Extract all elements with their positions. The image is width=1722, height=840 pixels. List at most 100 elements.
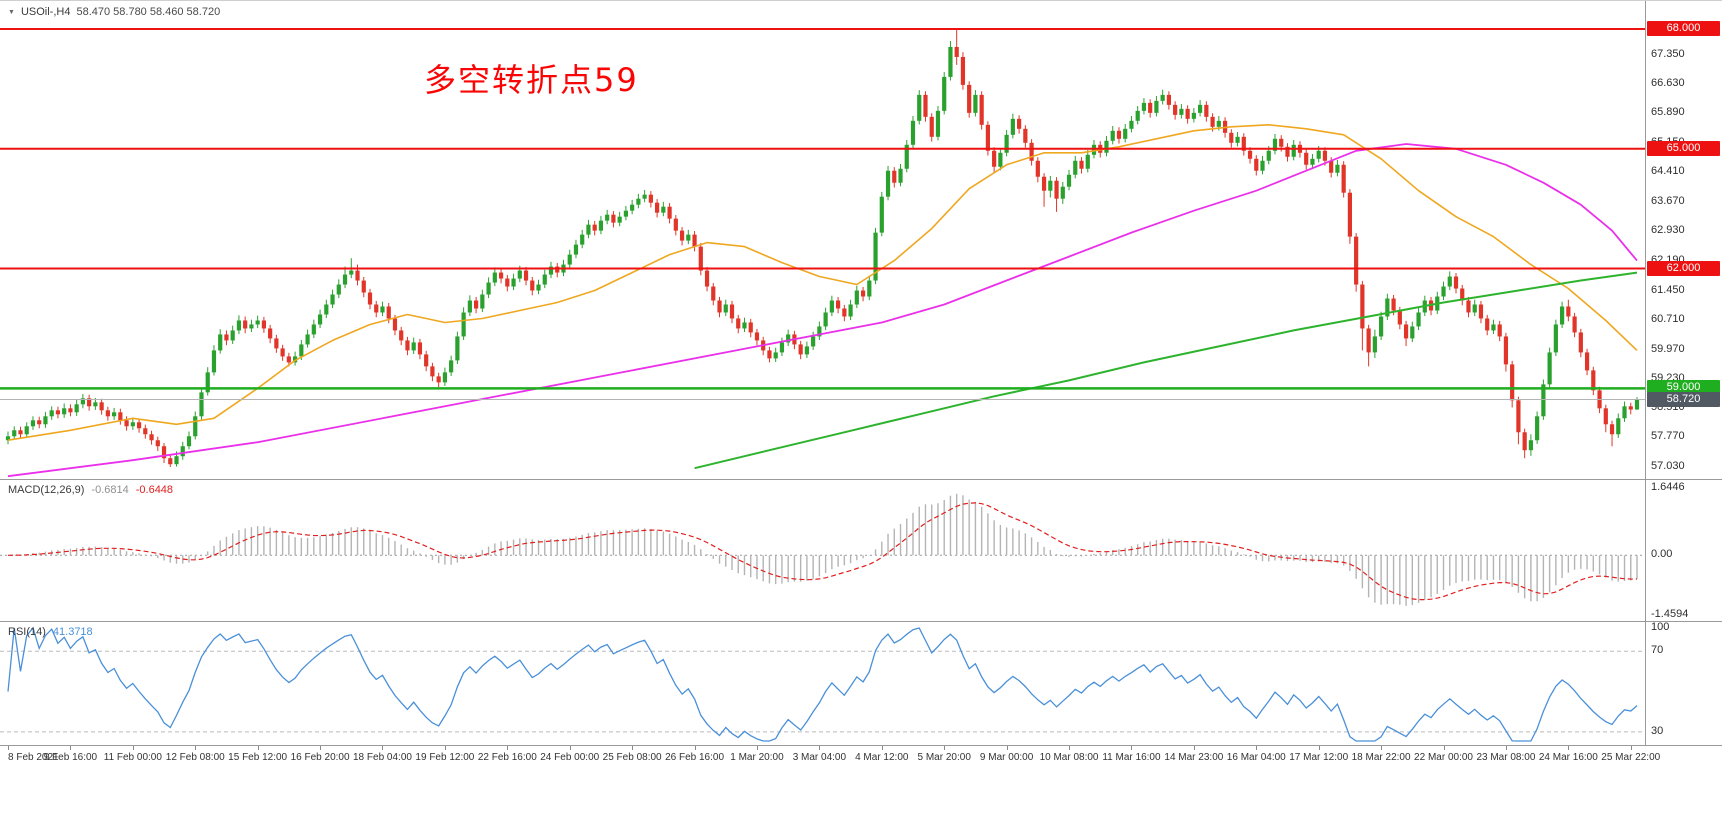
time-axis-tick (1256, 746, 1258, 750)
time-axis[interactable]: 8 Feb 2021 9 Feb 16:00 11 Feb 00:00 12 Feb … (0, 746, 1722, 840)
time-axis-tick (132, 746, 134, 750)
time-label: 19 Feb 12:00 (415, 752, 475, 763)
macd-histogram (13, 493, 1638, 606)
price-tick-label: 64.410 (1651, 165, 1685, 178)
time-label: 8 Feb 2021 (8, 752, 59, 763)
time-label: 17 Mar 12:00 (1289, 752, 1349, 763)
time-label: 23 Mar 08:00 (1476, 752, 1536, 763)
time-label: 16 Feb 20:00 (290, 752, 350, 763)
time-axis-tick (1443, 746, 1445, 750)
rsi-line (7, 626, 1638, 742)
macd-main-value: -0.6814 (91, 484, 129, 496)
rsi-label: RSI(14) 41.3718 (8, 626, 93, 638)
time-label: 11 Mar 16:00 (1102, 752, 1161, 763)
price-tick-label: 60.710 (1651, 313, 1685, 326)
time-axis-tick (944, 746, 946, 750)
time-axis-tick (881, 746, 883, 750)
price-tick-label: 57.030 (1651, 460, 1685, 472)
macd-axis-label: 0.00 (1651, 548, 1673, 561)
time-axis-tick (320, 746, 322, 750)
time-label: 12 Feb 08:00 (165, 752, 225, 763)
time-label: 24 Mar 16:00 (1538, 752, 1598, 763)
macd-indicator-chart[interactable] (0, 480, 1645, 621)
macd-name: MACD(12,26,9) (8, 484, 85, 496)
time-axis-tick (444, 746, 446, 750)
price-marker-label: 62.000 (1647, 260, 1720, 276)
time-label: 25 Feb 08:00 (602, 752, 662, 763)
time-label: 5 Mar 20:00 (917, 752, 971, 763)
time-label: 14 Mar 23:00 (1164, 752, 1224, 763)
time-axis-tick (1318, 746, 1320, 750)
time-axis-tick (819, 746, 821, 750)
candlestick-chart[interactable] (0, 1, 1645, 479)
time-label: 22 Feb 16:00 (477, 752, 537, 763)
time-axis-tick (195, 746, 197, 750)
macd-signal-value: -0.6448 (135, 484, 174, 496)
price-tick-label: 65.890 (1651, 106, 1685, 119)
price-axis-separator (1645, 1, 1646, 745)
price-tick-label: 62.930 (1651, 224, 1685, 237)
rsi-axis-label: 100 (1651, 621, 1670, 633)
time-axis-tick (1505, 746, 1507, 750)
time-label: 24 Feb 00:00 (540, 752, 600, 763)
time-label: 16 Mar 04:00 (1226, 752, 1286, 763)
rsi-value: 41.3718 (52, 626, 93, 638)
macd-axis-label: -1.4594 (1651, 608, 1689, 620)
time-label: 26 Feb 16:00 (665, 752, 725, 763)
price-marker-label: 65.000 (1647, 140, 1720, 156)
time-axis-tick (1568, 746, 1570, 750)
price-marker-label: 58.720 (1647, 391, 1720, 407)
time-label: 10 Mar 08:00 (1039, 752, 1099, 763)
macd-axis-label: 1.6446 (1651, 481, 1685, 493)
time-axis-tick (382, 746, 384, 750)
ma-slow-line[interactable] (7, 143, 1638, 478)
time-label: 18 Feb 04:00 (353, 752, 412, 763)
time-axis-tick (1193, 746, 1195, 750)
price-tick-label: 61.450 (1651, 283, 1685, 296)
ma-fast-line[interactable] (7, 124, 1638, 441)
time-label: 22 Mar 00:00 (1414, 752, 1473, 763)
rsi-axis-label: 70 (1651, 644, 1664, 657)
chart-annotation-text: 多空转折点59 (424, 61, 639, 99)
price-axis[interactable]: 67.35066.63065.89065.15064.41063.67062.9… (1646, 1, 1722, 746)
time-axis-tick (1381, 746, 1383, 750)
time-axis-tick (1630, 746, 1632, 750)
time-axis-tick (694, 746, 696, 750)
macd-signal-line (7, 502, 1638, 601)
macd-label: MACD(12,26,9) -0.6814 -0.6448 (8, 484, 173, 496)
symbol-name: USOil-,H4 (20, 6, 71, 18)
time-axis-tick (70, 746, 72, 750)
symbol-ohlc-values: 58.470 58.780 58.460 58.720 (76, 6, 221, 18)
panel-separator-main-macd[interactable] (0, 479, 1722, 480)
price-tick-label: 63.670 (1651, 194, 1685, 207)
time-axis-tick (1069, 746, 1071, 750)
time-label: 18 Mar 22:00 (1351, 752, 1411, 763)
price-tick-label: 66.630 (1651, 76, 1685, 89)
rsi-indicator-chart[interactable] (0, 622, 1645, 745)
price-tick-label: 67.350 (1651, 47, 1685, 60)
price-tick-label: 57.770 (1651, 430, 1685, 443)
time-axis-tick (257, 746, 259, 750)
rsi-axis-label: 30 (1651, 724, 1664, 737)
time-axis-tick (1006, 746, 1008, 750)
time-label: 25 Mar 22:00 (1601, 752, 1661, 763)
price-marker-label: 68.000 (1647, 21, 1720, 36)
time-axis-tick (1131, 746, 1133, 750)
time-label: 15 Feb 12:00 (228, 752, 288, 763)
time-label: 1 Mar 20:00 (730, 752, 784, 763)
time-label: 11 Feb 00:00 (103, 752, 162, 763)
time-axis-tick (569, 746, 571, 750)
time-axis-tick (632, 746, 634, 750)
time-label: 4 Mar 12:00 (855, 752, 909, 763)
rsi-name: RSI(14) (8, 626, 46, 638)
panel-separator-rsi-timeaxis (0, 745, 1722, 746)
ma-long-line[interactable] (694, 271, 1638, 470)
symbol-dropdown-icon[interactable]: ▼ (8, 8, 15, 16)
time-axis-tick (507, 746, 509, 750)
time-axis-tick (756, 746, 758, 750)
symbol-info: ▼ USOil-,H4 58.470 58.780 58.460 58.720 (8, 6, 220, 18)
time-label: 3 Mar 04:00 (792, 752, 847, 763)
panel-separator-macd-rsi[interactable] (0, 621, 1722, 622)
price-tick-label: 59.970 (1651, 342, 1685, 355)
